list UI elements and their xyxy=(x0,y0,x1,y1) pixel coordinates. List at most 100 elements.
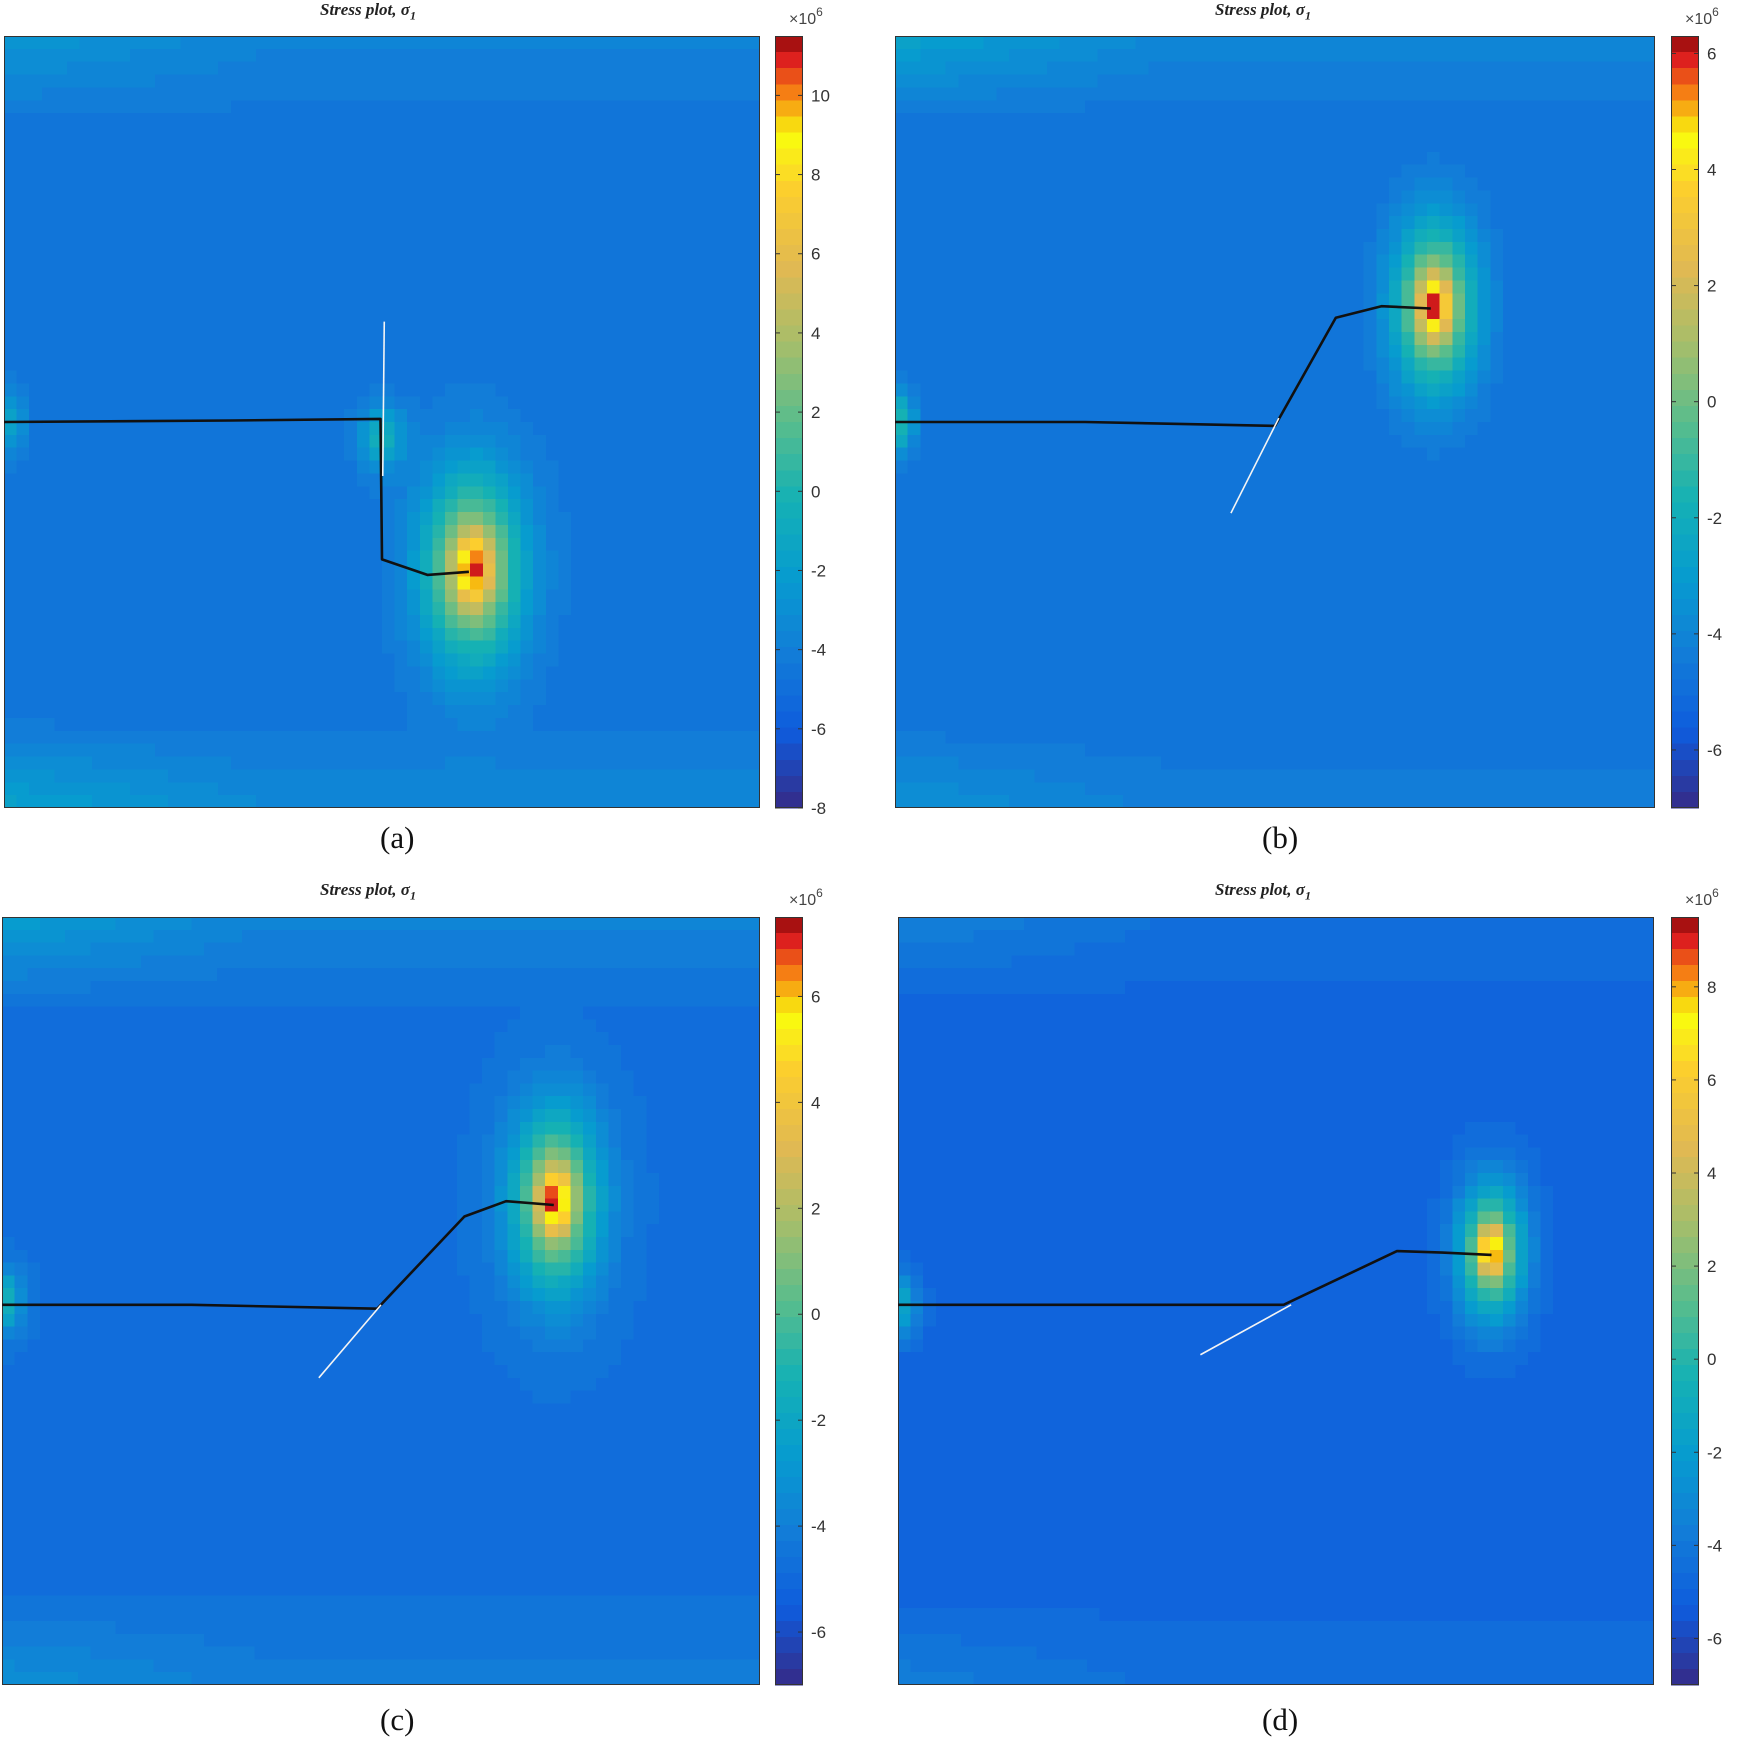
contour-cell xyxy=(281,550,295,565)
contour-cell xyxy=(155,344,169,359)
contour-cell xyxy=(117,229,131,243)
contour-cell xyxy=(520,473,534,487)
contour-cell xyxy=(958,280,972,294)
contour-cell xyxy=(1541,61,1555,76)
contour-cell xyxy=(722,447,736,462)
contour-cell xyxy=(130,756,144,770)
contour-cell xyxy=(104,717,118,732)
contour-cell xyxy=(1604,293,1618,307)
contour-cell xyxy=(608,331,622,346)
contour-cell xyxy=(268,267,282,282)
contour-cell xyxy=(1237,203,1251,217)
contour-cell xyxy=(4,36,18,50)
contour-cell xyxy=(1135,229,1149,243)
contour-cell xyxy=(356,602,370,616)
contour-cell xyxy=(205,36,219,50)
contour-cell xyxy=(1503,229,1517,243)
contour-cell xyxy=(945,61,959,76)
contour-cell xyxy=(1465,216,1479,230)
contour-cell xyxy=(709,730,723,745)
contour-field xyxy=(4,36,760,808)
contour-cell xyxy=(747,615,760,629)
contour-cell xyxy=(1325,203,1339,217)
contour-cell xyxy=(659,756,673,770)
contour-cell xyxy=(1047,164,1061,179)
contour-cell xyxy=(583,434,597,449)
contour-cell xyxy=(16,589,30,603)
contour-cell xyxy=(545,640,559,655)
contour-cell xyxy=(67,460,81,475)
contour-cell xyxy=(1427,36,1441,50)
contour-cell xyxy=(117,537,131,552)
contour-cell xyxy=(495,241,509,256)
contour-cell xyxy=(193,203,207,217)
contour-cell xyxy=(180,692,194,706)
contour-cell xyxy=(608,229,622,243)
contour-cell xyxy=(697,190,711,204)
contour-cell xyxy=(382,241,396,256)
contour-cell xyxy=(281,203,295,217)
contour-cell xyxy=(646,524,660,539)
contour-cell xyxy=(508,422,522,436)
contour-cell xyxy=(117,486,131,500)
contour-cell xyxy=(933,203,947,217)
contour-cell xyxy=(520,563,534,577)
contour-cell xyxy=(1034,190,1048,204)
contour-cell xyxy=(508,357,522,372)
contour-cell xyxy=(1161,254,1175,269)
contour-cell xyxy=(130,190,144,204)
contour-cell xyxy=(16,679,30,693)
contour-cell xyxy=(634,48,648,63)
contour-cell xyxy=(1085,306,1099,320)
contour-cell xyxy=(419,203,433,217)
contour-cell xyxy=(1072,151,1086,166)
contour-cell xyxy=(193,524,207,539)
contour-cell xyxy=(457,666,471,680)
contour-cell xyxy=(747,653,760,668)
contour-cell xyxy=(1275,190,1289,204)
contour-cell xyxy=(256,666,270,680)
contour-cell xyxy=(445,370,459,384)
contour-cell xyxy=(697,293,711,307)
contour-cell xyxy=(1452,100,1466,114)
contour-cell xyxy=(281,190,295,204)
contour-cell xyxy=(1579,113,1593,127)
contour-cell xyxy=(571,74,585,89)
contour-cell xyxy=(634,730,648,745)
contour-cell xyxy=(319,447,333,462)
contour-cell xyxy=(92,229,106,243)
contour-cell xyxy=(356,756,370,770)
contour-cell xyxy=(1224,241,1238,256)
contour-cell xyxy=(268,61,282,76)
contour-cell xyxy=(583,36,597,50)
contour-cell xyxy=(558,254,572,269)
contour-cell xyxy=(79,100,93,114)
contour-cell xyxy=(1275,138,1289,153)
contour-cell xyxy=(1629,293,1643,307)
contour-cell xyxy=(432,486,446,500)
contour-cell xyxy=(470,563,484,577)
contour-cell xyxy=(1541,36,1555,50)
contour-cell xyxy=(293,666,307,680)
contour-cell xyxy=(67,730,81,745)
contour-cell xyxy=(1034,36,1048,50)
contour-cell xyxy=(193,653,207,668)
contour-cell xyxy=(1047,61,1061,76)
contour-cell xyxy=(394,602,408,616)
contour-cell xyxy=(306,692,320,706)
contour-cell xyxy=(1097,61,1111,76)
contour-cell xyxy=(142,229,156,243)
contour-cell xyxy=(608,743,622,758)
contour-cell xyxy=(142,61,156,76)
contour-cell xyxy=(457,383,471,397)
contour-cell xyxy=(293,563,307,577)
contour-cell xyxy=(1300,164,1314,179)
contour-cell xyxy=(369,267,383,282)
contour-cell xyxy=(180,370,194,384)
contour-cell xyxy=(583,190,597,204)
contour-cell xyxy=(1300,241,1314,256)
contour-cell xyxy=(1363,87,1377,101)
contour-cell xyxy=(1490,36,1504,50)
contour-cell xyxy=(281,36,295,50)
contour-cell xyxy=(142,550,156,565)
